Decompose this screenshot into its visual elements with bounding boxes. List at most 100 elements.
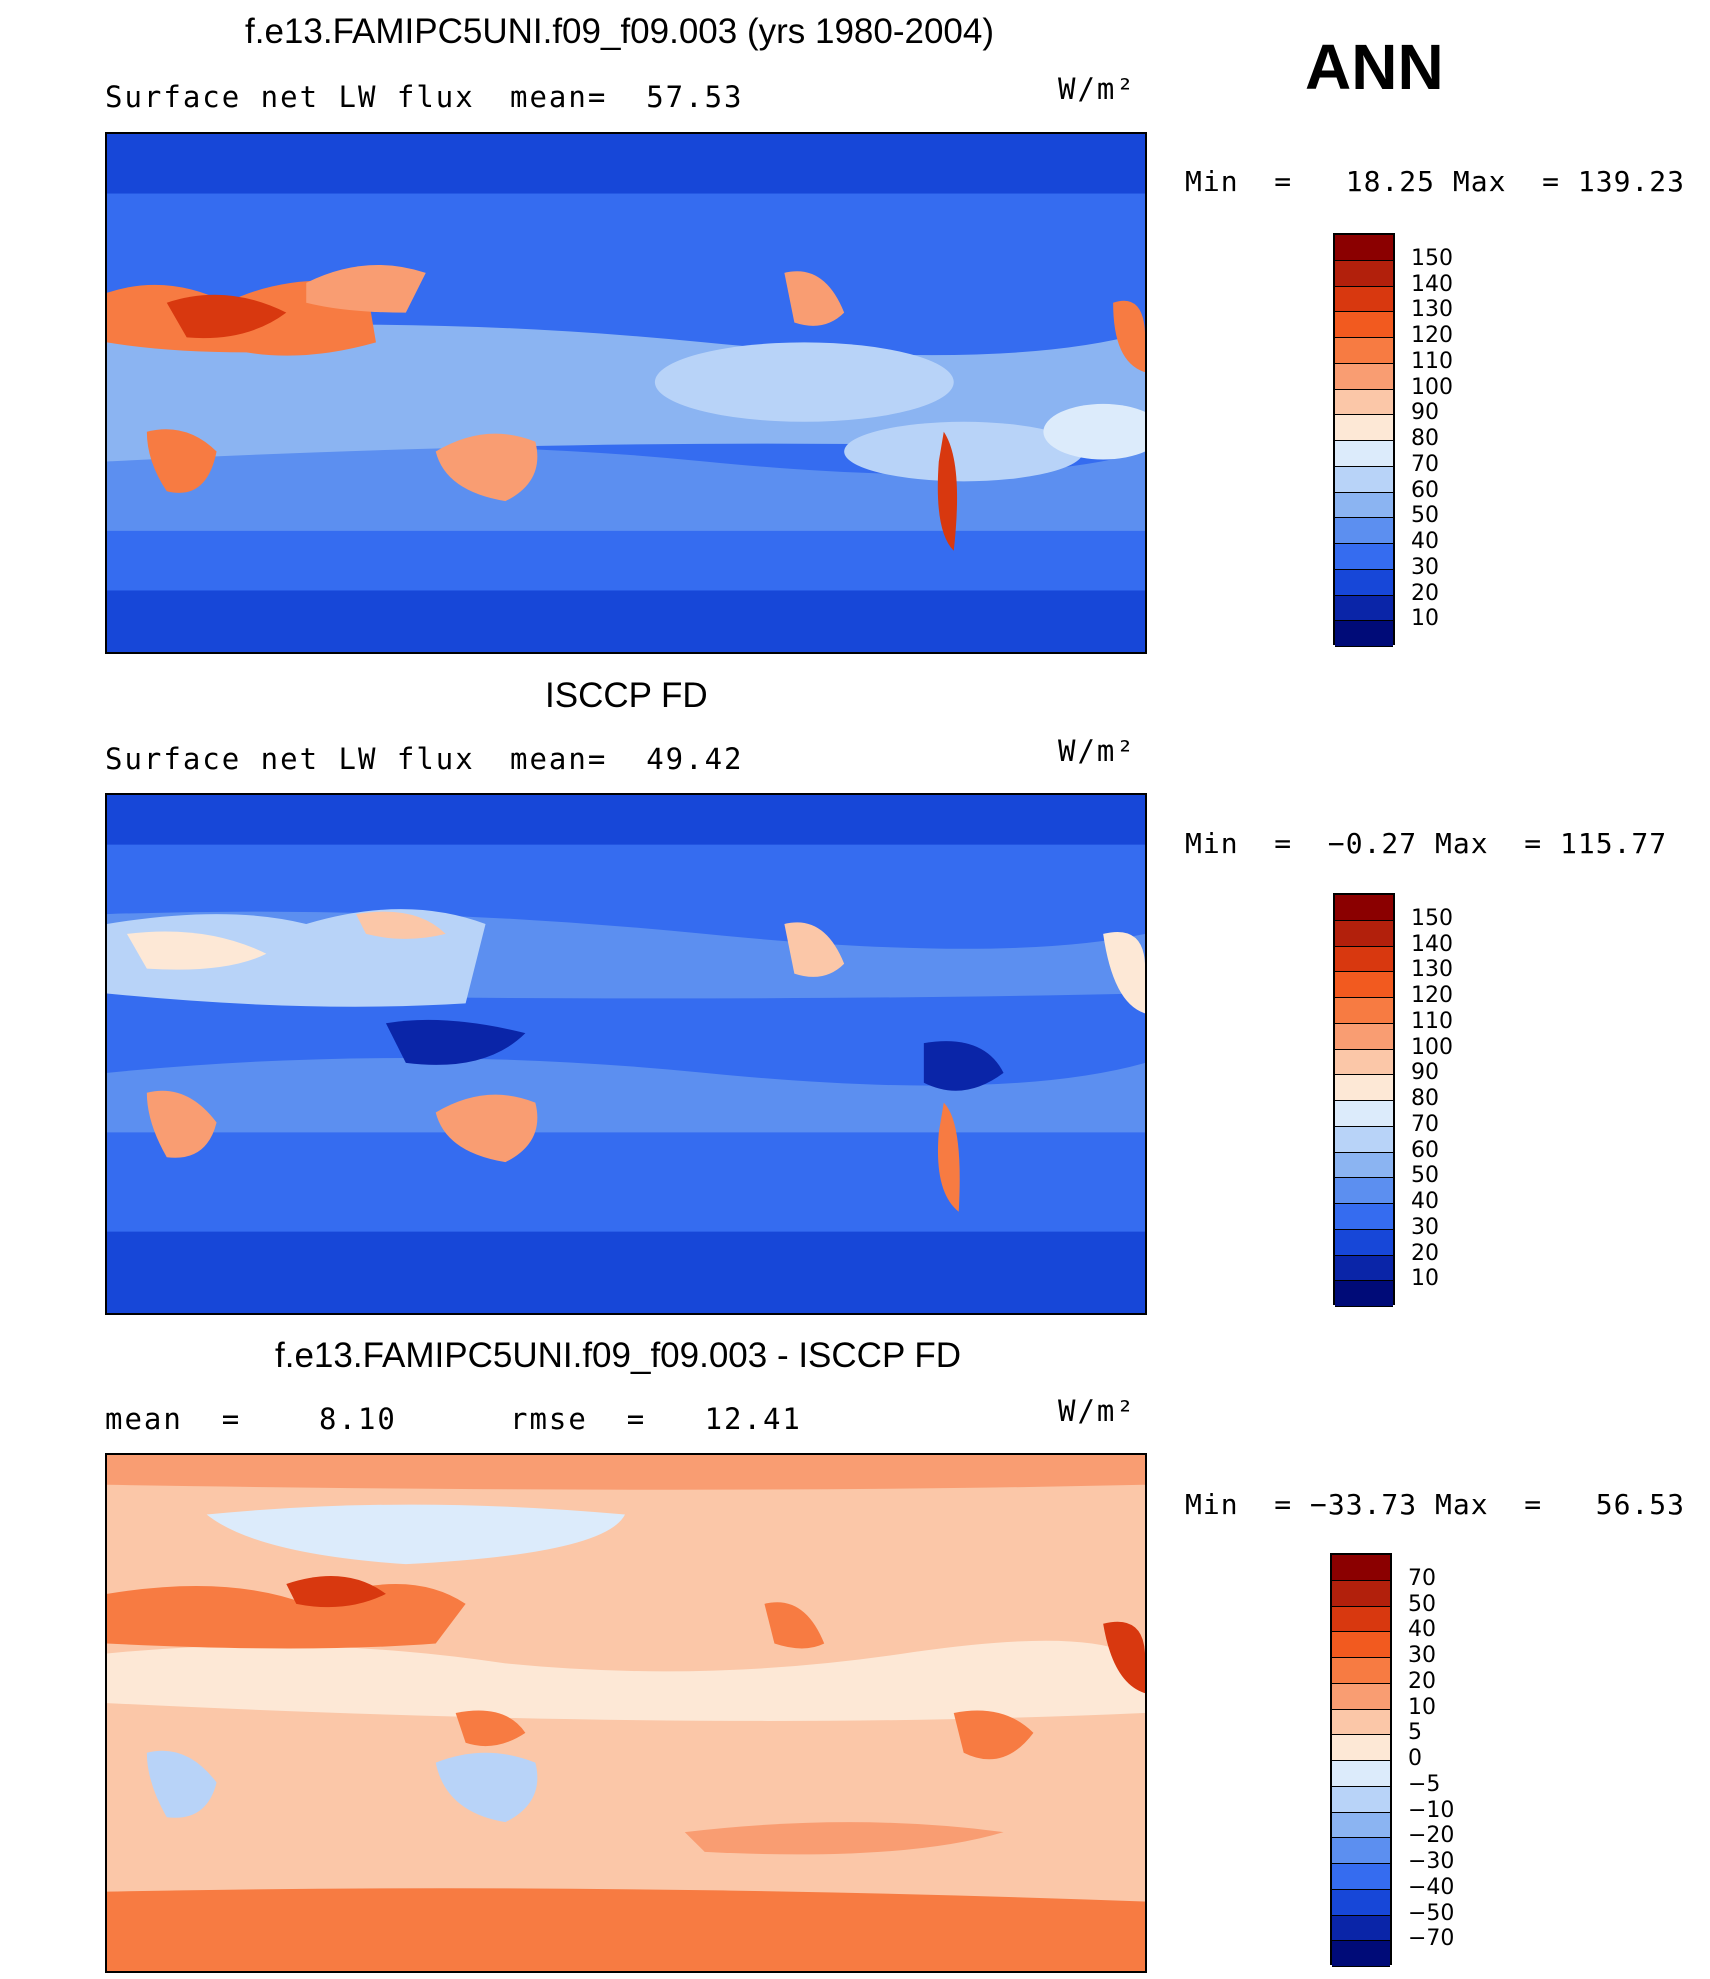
colorbar-swatch (1335, 235, 1393, 261)
colorbar-tick-label: 20 (1411, 1240, 1439, 1266)
colorbar-swatch (1335, 998, 1393, 1024)
colorbar-tick-label: 110 (1411, 1008, 1453, 1034)
colorbar-swatch (1335, 1049, 1393, 1076)
colorbar-tick-label: −40 (1408, 1874, 1455, 1900)
colorbar-tick-label: 90 (1411, 400, 1439, 426)
colorbar-swatch (1332, 1761, 1390, 1787)
colorbar-tick-label: −10 (1408, 1797, 1455, 1823)
colorbar-tick-label: 140 (1411, 271, 1453, 297)
colorbar-tick-label: 40 (1411, 1189, 1439, 1214)
colorbar-tick-label: 60 (1411, 1137, 1439, 1163)
colorbar-swatch (1335, 595, 1393, 622)
colorbar-tick-label: 0 (1408, 1746, 1422, 1771)
colorbar-swatch (1335, 338, 1393, 364)
colorbar-tick-label: 90 (1411, 1060, 1439, 1086)
panel2-colorbar (1333, 893, 1395, 1307)
panel3-colorbar (1330, 1553, 1392, 1967)
colorbar-swatch (1335, 441, 1393, 467)
panel1-units-label: W/m² (1058, 72, 1136, 106)
colorbar-swatch (1335, 1126, 1393, 1153)
colorbar-tick-label: 10 (1408, 1694, 1436, 1720)
colorbar-tick-label: 30 (1411, 554, 1439, 580)
colorbar-swatch (1332, 1915, 1390, 1942)
colorbar-tick-label: 100 (1411, 374, 1453, 400)
panel2-minmax: Min = −0.27 Max = 115.77 (1185, 827, 1668, 860)
panel1-minmax: Min = 18.25 Max = 139.23 (1185, 165, 1686, 198)
colorbar-swatch (1332, 1941, 1390, 1967)
colorbar-tick-label: 20 (1408, 1668, 1436, 1694)
panel3-map (105, 1453, 1147, 1973)
colorbar-swatch (1335, 415, 1393, 441)
colorbar-swatch (1335, 1152, 1393, 1179)
colorbar-tick-label: 130 (1411, 297, 1453, 323)
colorbar-swatch (1335, 1204, 1393, 1230)
colorbar-tick-label: −20 (1408, 1823, 1455, 1849)
panel1-title: f.e13.FAMIPC5UNI.f09_f09.003 (yrs 1980-2… (245, 12, 995, 51)
panel1-variable-label: Surface net LW flux (105, 80, 475, 114)
panel1-map (105, 132, 1147, 654)
panel1-colorbar (1333, 233, 1395, 647)
colorbar-swatch (1332, 1889, 1390, 1916)
colorbar-tick-label: −70 (1408, 1926, 1455, 1952)
colorbar-tick-label: 120 (1411, 323, 1453, 348)
colorbar-swatch (1335, 286, 1393, 313)
colorbar-tick-label: 10 (1411, 1266, 1439, 1292)
colorbar-swatch (1335, 1178, 1393, 1204)
colorbar-swatch (1335, 1023, 1393, 1050)
panel2-units-label: W/m² (1058, 734, 1136, 768)
colorbar-swatch (1335, 389, 1393, 416)
panel2-map (105, 793, 1147, 1315)
colorbar-swatch (1332, 1683, 1390, 1710)
panel2-variable-label: Surface net LW flux (105, 742, 475, 776)
panel3-units-label: W/m² (1058, 1394, 1136, 1428)
colorbar-tick-label: 50 (1411, 503, 1439, 529)
colorbar-swatch (1332, 1580, 1390, 1607)
panel1-mean-label: mean= 57.53 (510, 80, 744, 114)
panel2-title: ISCCP FD (545, 676, 708, 715)
colorbar-swatch (1335, 466, 1393, 493)
colorbar-tick-label: 140 (1411, 931, 1453, 957)
colorbar-swatch (1335, 1075, 1393, 1101)
colorbar-tick-label: 70 (1408, 1565, 1436, 1591)
colorbar-tick-label: −30 (1408, 1849, 1455, 1874)
colorbar-tick-label: 110 (1411, 348, 1453, 374)
colorbar-tick-label: 10 (1411, 606, 1439, 632)
colorbar-swatch (1332, 1555, 1390, 1581)
colorbar-swatch (1335, 1229, 1393, 1256)
colorbar-swatch (1335, 1281, 1393, 1307)
colorbar-tick-label: 30 (1408, 1643, 1436, 1668)
colorbar-swatch (1335, 920, 1393, 947)
colorbar-swatch (1335, 363, 1393, 390)
colorbar-tick-label: 70 (1411, 1111, 1439, 1137)
colorbar-tick-label: 130 (1411, 957, 1453, 983)
season-label: ANN (1305, 31, 1444, 103)
colorbar-swatch (1332, 1864, 1390, 1890)
panel3-mean-label: mean = 8.10 (105, 1402, 397, 1436)
colorbar-tick-label: −50 (1408, 1900, 1455, 1926)
colorbar-tick-label: 20 (1411, 580, 1439, 606)
colorbar-swatch (1335, 544, 1393, 570)
colorbar-tick-label: 120 (1411, 983, 1453, 1008)
colorbar-swatch (1332, 1735, 1390, 1761)
colorbar-tick-label: 60 (1411, 477, 1439, 503)
colorbar-tick-label: 40 (1408, 1617, 1436, 1643)
colorbar-swatch (1335, 1101, 1393, 1127)
colorbar-swatch (1332, 1709, 1390, 1736)
colorbar-swatch (1335, 569, 1393, 596)
panel3-title: f.e13.FAMIPC5UNI.f09_f09.003 - ISCCP FD (275, 1336, 962, 1375)
panel2-mean-label: mean= 49.42 (510, 742, 744, 776)
colorbar-tick-label: −5 (1408, 1771, 1441, 1797)
colorbar-swatch (1332, 1606, 1390, 1633)
colorbar-tick-label: 5 (1408, 1720, 1422, 1746)
colorbar-tick-label: 50 (1408, 1591, 1436, 1617)
colorbar-swatch (1335, 312, 1393, 338)
colorbar-swatch (1335, 895, 1393, 921)
colorbar-swatch (1332, 1812, 1390, 1839)
colorbar-tick-label: 150 (1411, 245, 1453, 271)
colorbar-tick-label: 80 (1411, 1086, 1439, 1111)
colorbar-tick-label: 80 (1411, 426, 1439, 451)
colorbar-tick-label: 40 (1411, 529, 1439, 554)
colorbar-swatch (1332, 1786, 1390, 1813)
panel3-rmse-label: rmse = 12.41 (510, 1402, 802, 1436)
colorbar-swatch (1335, 972, 1393, 998)
